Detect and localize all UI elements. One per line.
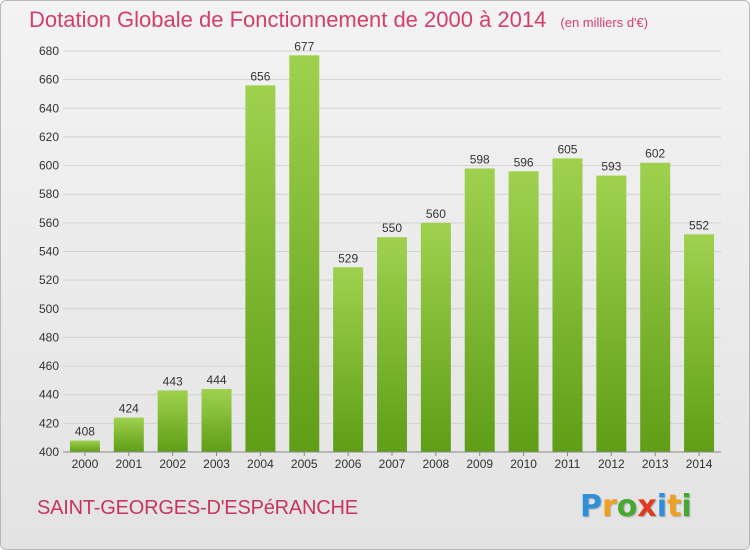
y-tick-label: 680 (39, 44, 59, 58)
value-label-2011: 605 (557, 142, 577, 156)
bar-2012 (596, 175, 627, 452)
value-label-2009: 598 (470, 152, 490, 166)
y-tick-label: 480 (39, 330, 59, 344)
value-label-2001: 424 (119, 402, 139, 416)
x-tick-label-2008: 2008 (423, 457, 450, 471)
bars (69, 55, 715, 453)
logo-letter: t (667, 489, 682, 524)
y-tick-label: 640 (39, 101, 59, 115)
logo-letter: o (616, 489, 638, 524)
value-label-2005: 677 (294, 39, 314, 53)
y-axis-ticks: 400 420 440 460 480 500 520 540 560 580 600 620 640 6… (39, 44, 59, 459)
value-label-2007: 550 (382, 221, 402, 235)
bar-2004 (245, 85, 276, 452)
bar-2002 (157, 390, 188, 452)
x-tick-label-2014: 2014 (686, 457, 713, 471)
x-tick-label-2002: 2002 (159, 457, 186, 471)
bar-2006 (333, 267, 364, 452)
value-label-2010: 596 (514, 155, 534, 169)
y-tick-label: 540 (39, 245, 59, 259)
x-tick-label-2007: 2007 (379, 457, 406, 471)
y-tick-label: 420 (39, 416, 59, 430)
x-tick-label-2009: 2009 (466, 457, 493, 471)
unit-note: (en milliers d'€) (560, 15, 649, 30)
x-tick-label-2000: 2000 (72, 457, 99, 471)
value-label-2003: 444 (207, 373, 227, 387)
value-labels: 408 424 443 444 656 677 529 550 560 598 596 605 593 6… (75, 39, 709, 438)
x-tick-label-2003: 2003 (203, 457, 230, 471)
value-label-2006: 529 (338, 251, 358, 265)
bar-2010 (508, 171, 539, 453)
value-label-2013: 602 (645, 147, 665, 161)
value-label-2004: 656 (250, 69, 270, 83)
y-tick-label: 440 (39, 388, 59, 402)
proxiti-logo: Proxiti (580, 489, 692, 524)
x-tick-label-2013: 2013 (642, 457, 669, 471)
logo-letter: r (602, 489, 617, 524)
bar-2009 (464, 168, 495, 452)
x-tick-label-2012: 2012 (598, 457, 625, 471)
value-label-2008: 560 (426, 207, 446, 221)
x-tick-label-2006: 2006 (335, 457, 362, 471)
bar-2005 (289, 55, 320, 453)
value-label-2014: 552 (689, 218, 709, 232)
x-tick-label-2004: 2004 (247, 457, 274, 471)
logo-letter: P (580, 489, 602, 524)
chart-title-text: Dotation Globale de Fonctionnement de 20… (29, 7, 547, 32)
x-axis-ticks: 2000 2001 2002 2003 2004 2005 2006 2007 2008 2009… (72, 452, 713, 471)
y-tick-label: 520 (39, 273, 59, 287)
value-label-2000: 408 (75, 425, 95, 439)
bar-2000 (69, 440, 100, 452)
x-tick-label-2011: 2011 (555, 457, 581, 471)
y-tick-label: 620 (39, 130, 59, 144)
y-tick-label: 400 (39, 445, 59, 459)
logo-letter: i (681, 489, 692, 524)
bar-2014 (684, 234, 715, 452)
y-tick-label: 660 (39, 73, 59, 87)
bar-2003 (201, 388, 232, 452)
y-tick-label: 560 (39, 216, 59, 230)
value-label-2012: 593 (601, 160, 621, 174)
x-tick-label-2010: 2010 (510, 457, 537, 471)
bar-2013 (640, 162, 671, 452)
y-tick-label: 600 (39, 159, 59, 173)
x-tick-label-2005: 2005 (291, 457, 318, 471)
x-tick-label-2001: 2001 (115, 457, 142, 471)
y-tick-label: 460 (39, 359, 59, 373)
bar-2008 (420, 222, 451, 452)
chart-title: Dotation Globale de Fonctionnement de 20… (29, 7, 648, 33)
bar-2011 (552, 158, 583, 453)
logo-letter: x (637, 489, 657, 524)
y-tick-label: 580 (39, 187, 59, 201)
bar-2007 (377, 237, 407, 452)
value-label-2002: 443 (163, 374, 183, 388)
y-tick-label: 500 (39, 302, 59, 316)
bar-2001 (113, 417, 144, 452)
commune-name: SAINT-GEORGES-D'ESPéRANCHE (37, 497, 358, 519)
logo-letter: i (656, 489, 668, 524)
